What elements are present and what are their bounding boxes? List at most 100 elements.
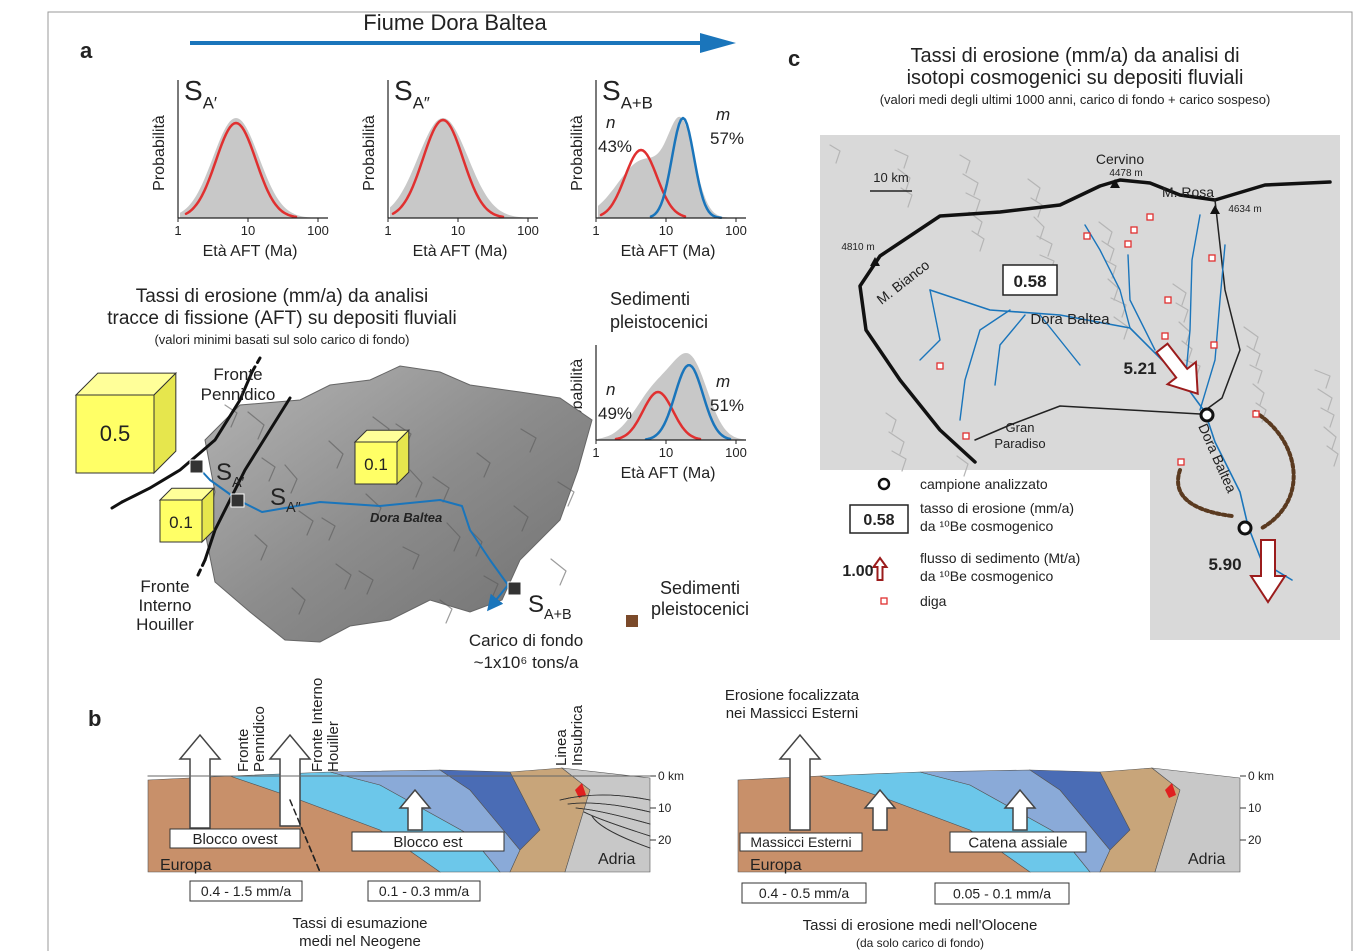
legend-example: 1.00 bbox=[842, 563, 873, 580]
box-label: Catena assiale bbox=[968, 834, 1067, 851]
front-label: Fronte bbox=[235, 729, 252, 772]
tick-label: 100 bbox=[307, 223, 329, 238]
front-label: Pennidico bbox=[201, 385, 276, 404]
sample-label: SA′ bbox=[184, 75, 217, 112]
depth-label: 20 bbox=[658, 833, 672, 847]
sample-label: SA+B bbox=[602, 75, 653, 112]
dam bbox=[937, 363, 943, 369]
flux-arrow bbox=[874, 558, 887, 580]
distribution-area bbox=[180, 118, 326, 218]
dam bbox=[1147, 214, 1153, 220]
axis-label: Età AFT (Ma) bbox=[621, 465, 716, 482]
dam bbox=[963, 433, 969, 439]
component-name: n bbox=[606, 113, 615, 132]
cube-value: 0.5 bbox=[100, 421, 131, 446]
sample-label: SA″ bbox=[394, 75, 430, 112]
caption: medi nel Neogene bbox=[299, 933, 421, 950]
axis-label: Probabilità bbox=[151, 115, 168, 191]
panel-label: c bbox=[788, 46, 800, 71]
dam bbox=[1084, 233, 1090, 239]
tick-label: 1 bbox=[174, 223, 181, 238]
river-title: Fiume Dora Baltea bbox=[363, 10, 547, 35]
distribution-area bbox=[390, 118, 536, 218]
legend-example: 0.58 bbox=[863, 512, 894, 529]
box-label: 0.05 - 0.1 mm/a bbox=[953, 886, 1051, 902]
flux-value: 5.21 bbox=[1123, 359, 1156, 378]
legend-label: tasso di erosione (mm/a) bbox=[920, 500, 1074, 516]
cross-section bbox=[738, 768, 1246, 872]
component-share: 43% bbox=[598, 137, 632, 156]
subscript: A′ bbox=[203, 93, 217, 112]
caption: (da solo carico di fondo) bbox=[856, 936, 984, 950]
component-share: 49% bbox=[598, 404, 632, 423]
scale-label: 10 km bbox=[873, 170, 908, 185]
figure: Fiume Dora Balteaacb110100Età AFT (Ma)Pr… bbox=[0, 0, 1360, 951]
sample-site bbox=[231, 494, 244, 507]
dam bbox=[1131, 227, 1137, 233]
depth-label: 10 bbox=[658, 801, 672, 815]
tick-label: 10 bbox=[241, 223, 255, 238]
sample-label: SA+B bbox=[528, 591, 572, 623]
load-label: Carico di fondo bbox=[469, 631, 583, 650]
symbol: S bbox=[270, 484, 286, 511]
box-label: 0.4 - 1.5 mm/a bbox=[201, 883, 291, 899]
ridge bbox=[551, 559, 566, 585]
sample-site bbox=[1239, 522, 1251, 534]
legend-label: campione analizzato bbox=[920, 476, 1048, 492]
legend-label: pleistocenici bbox=[651, 599, 749, 619]
legend-swatch bbox=[626, 615, 638, 627]
page: { "river_label": "Fiume Dora Baltea", "p… bbox=[0, 0, 1360, 951]
axis-label: Probabilità bbox=[569, 115, 586, 191]
tick-label: 1 bbox=[592, 223, 599, 238]
depth-label: 10 bbox=[1248, 801, 1262, 815]
map-subtitle: (valori medi degli ultimi 1000 anni, car… bbox=[880, 92, 1271, 107]
symbol: S bbox=[528, 591, 544, 618]
map-title: Tassi di erosione (mm/a) da analisi di bbox=[910, 45, 1239, 67]
plot-heading: pleistocenici bbox=[610, 312, 708, 332]
front-label: Fronte Interno bbox=[309, 678, 326, 772]
front-label: Pennidico bbox=[251, 706, 268, 772]
symbol: S bbox=[394, 75, 413, 106]
legend-label: da ¹⁰Be cosmogenico bbox=[920, 518, 1053, 534]
legend-symbol bbox=[881, 598, 887, 604]
axis-label: Età AFT (Ma) bbox=[203, 243, 298, 260]
box-label: Blocco ovest bbox=[192, 831, 278, 848]
depth-label: 0 km bbox=[658, 769, 684, 783]
tick-label: 1 bbox=[592, 445, 599, 460]
legend-label: diga bbox=[920, 593, 947, 609]
map-title: Tassi di erosione (mm/a) da analisi bbox=[136, 286, 429, 307]
tick-label: 100 bbox=[517, 223, 539, 238]
river-label: Dora Baltea bbox=[1030, 311, 1110, 328]
box-label: Massicci Esterni bbox=[750, 834, 851, 850]
front-label: Houiller bbox=[325, 721, 342, 772]
sample-site bbox=[190, 460, 203, 473]
dam bbox=[1125, 241, 1131, 247]
front-label: Interno bbox=[139, 596, 192, 615]
subscript: A″ bbox=[286, 500, 301, 516]
flux-arrow-shape bbox=[874, 558, 887, 580]
plot-heading: Sedimenti bbox=[610, 289, 690, 309]
front-label: Fronte bbox=[140, 577, 189, 596]
note: Erosione focalizzata bbox=[725, 687, 860, 704]
dam bbox=[1165, 297, 1171, 303]
front-label: Fronte bbox=[213, 365, 262, 384]
component-share: 57% bbox=[710, 129, 744, 148]
peak-name: M. Rosa bbox=[1162, 184, 1214, 200]
symbol: S bbox=[602, 75, 621, 106]
peak-elevation: 4810 m bbox=[841, 242, 874, 253]
axis-label: Età AFT (Ma) bbox=[621, 243, 716, 260]
cube-value: 0.1 bbox=[364, 455, 388, 474]
tick-label: 10 bbox=[659, 223, 673, 238]
dam bbox=[1162, 333, 1168, 339]
fault-line bbox=[198, 560, 205, 575]
panel-label: a bbox=[80, 38, 93, 63]
axis-label: Probabilità bbox=[361, 115, 378, 191]
cube-value: 0.1 bbox=[169, 513, 193, 532]
load-label: ~1x10⁶ tons/a bbox=[474, 653, 579, 672]
peak-name: Cervino bbox=[1096, 151, 1144, 167]
caption: Tassi di erosione medi nell'Olocene bbox=[803, 917, 1038, 934]
depth-label: 20 bbox=[1248, 833, 1262, 847]
legend-symbol bbox=[879, 479, 889, 489]
subscript: A′ bbox=[232, 475, 245, 491]
flux-value: 5.90 bbox=[1208, 555, 1241, 574]
